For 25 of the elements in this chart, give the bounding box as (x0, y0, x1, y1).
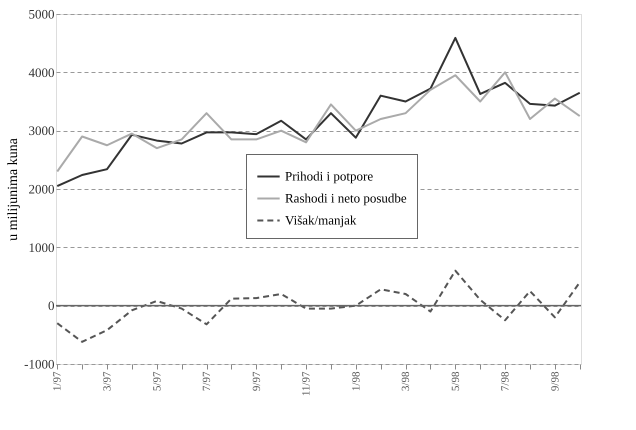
line-series (56, 270, 581, 343)
y-tick-label: 2000 (28, 182, 54, 196)
x-tick-label: 5/97 (151, 371, 164, 392)
x-tick-label: 1/98 (350, 371, 362, 392)
y-tick-label: 3000 (28, 123, 54, 138)
legend-label: Rashodi i neto posudbe (285, 190, 407, 206)
y-tick-label: -1000 (24, 356, 54, 372)
x-tick-label: 9/97 (250, 371, 263, 392)
x-tick-label: 9/98 (549, 371, 562, 392)
legend-label: Prihodi i potpore (285, 168, 374, 184)
y-tick-label: 1000 (28, 240, 54, 255)
y-tick-label: 5000 (28, 6, 54, 22)
line-series (56, 71, 581, 172)
x-tick-label: 7/98 (500, 371, 512, 392)
y-tick-label: 0 (48, 298, 54, 314)
legend-label: Višak/manjak (285, 212, 357, 228)
x-tick-label: 3/97 (102, 371, 114, 392)
line-series (56, 36, 581, 188)
x-tick-label: 7/97 (201, 371, 214, 392)
x-tick-label: 3/98 (400, 371, 412, 392)
y-tick-label: 4000 (28, 64, 54, 80)
x-tick-label: 5/98 (450, 371, 462, 392)
x-tick-label: 11/97 (300, 371, 313, 396)
y-axis-title: u milijunima kuna (6, 137, 22, 241)
x-tick-label: 1/97 (52, 371, 64, 392)
